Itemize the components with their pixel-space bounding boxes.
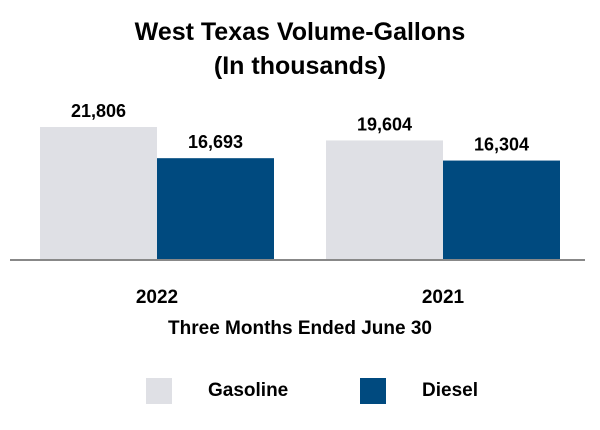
data-label: 16,693 — [188, 132, 243, 152]
bar-gasoline-2022 — [40, 127, 157, 260]
data-label: 16,304 — [474, 135, 529, 155]
x-tick-label: 2022 — [136, 287, 178, 308]
chart-subtitle: (In thousands) — [213, 52, 387, 80]
legend-swatch-gasoline — [146, 378, 172, 404]
chart-title: West Texas Volume-Gallons — [134, 18, 466, 46]
legend-label-diesel: Diesel — [422, 380, 478, 401]
bar-gasoline-2021 — [326, 140, 443, 260]
legend-item-gasoline: Gasoline — [146, 378, 288, 404]
legend-swatch-diesel — [360, 378, 386, 404]
data-label: 19,604 — [357, 114, 412, 134]
bar-diesel-2022 — [157, 158, 274, 260]
x-axis-label: Three Months Ended June 30 — [168, 318, 432, 339]
legend-label-gasoline: Gasoline — [208, 380, 289, 401]
legend-item-diesel: Diesel — [360, 378, 478, 404]
x-tick-label: 2021 — [422, 287, 465, 308]
data-label: 21,806 — [71, 101, 126, 121]
bar-diesel-2021 — [443, 160, 560, 260]
